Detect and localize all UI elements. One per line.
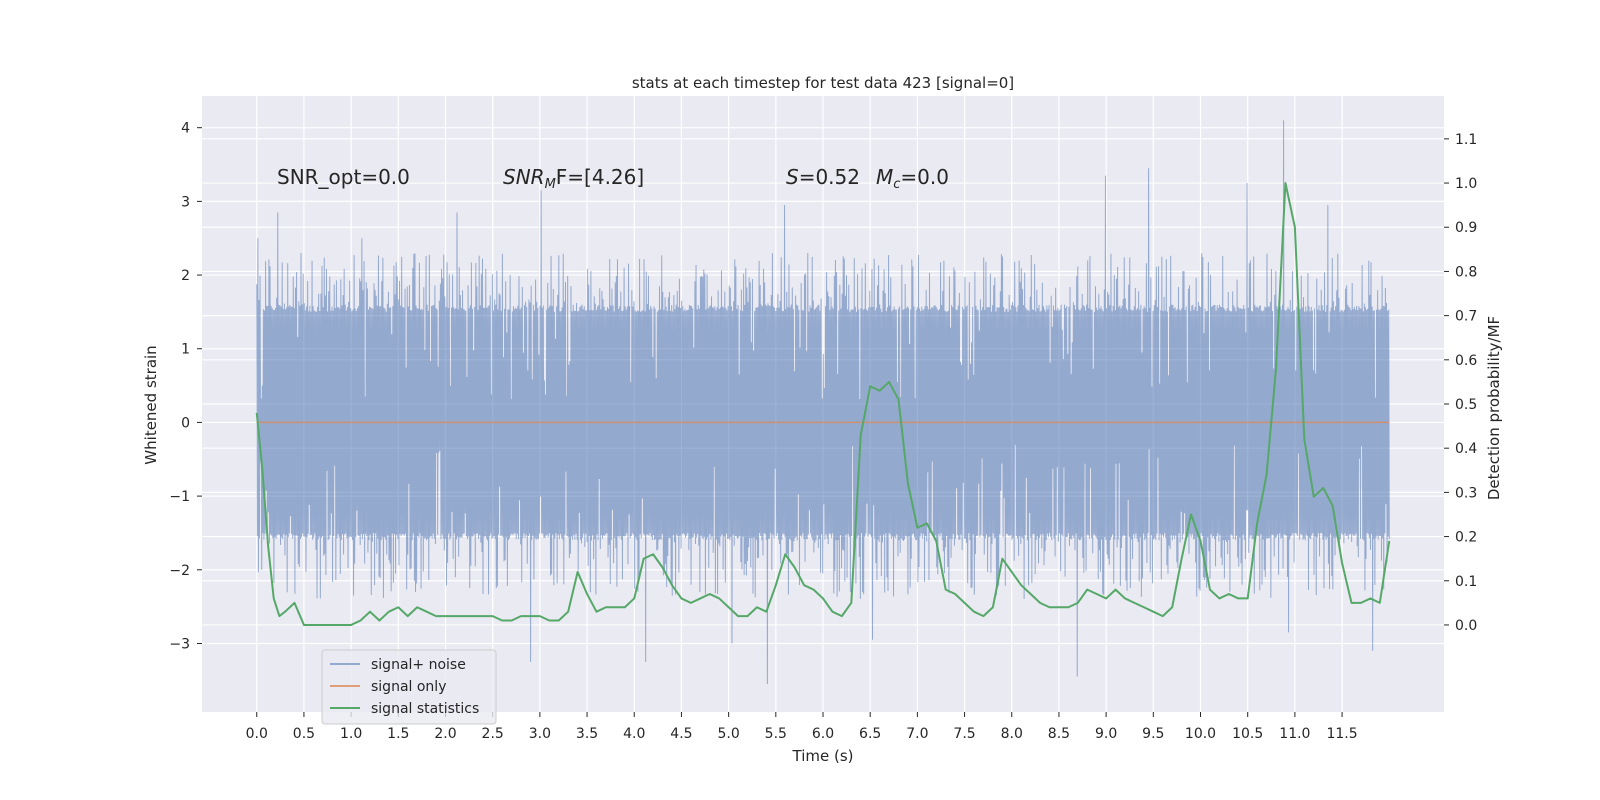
x-tick-label: 2.5 (482, 726, 504, 742)
y-left-tick-label: −1 (169, 489, 190, 505)
x-tick-label: 1.0 (340, 726, 362, 742)
x-tick-label: 3.0 (529, 726, 551, 742)
x-tick-label: 3.5 (576, 726, 598, 742)
y-right-tick-label: 1.1 (1455, 132, 1477, 148)
y-left-tick-label: −3 (169, 636, 190, 652)
snr-mf-annotation: SNRMF=[4.26] (503, 165, 644, 192)
y-left-tick-label: 3 (181, 194, 190, 210)
legend-box (321, 649, 497, 725)
x-tick-label: 6.0 (812, 726, 834, 742)
signal-statistics-line (255, 182, 1391, 626)
x-tick-label: 4.0 (623, 726, 645, 742)
noise-line (256, 120, 1390, 685)
x-tick-label: 6.5 (859, 726, 881, 742)
y-left-tick-label: 2 (181, 268, 190, 284)
noise-series (256, 120, 1390, 685)
y-left-tick-label: 4 (181, 121, 190, 137)
chart-title: stats at each timestep for test data 423… (632, 74, 1014, 92)
y-left-axis-label: Whitened strain (142, 345, 160, 464)
x-axis-label: Time (s) (792, 747, 854, 765)
x-tick-label: 8.5 (1048, 726, 1070, 742)
legend-label-noise: signal+ noise (371, 657, 466, 673)
x-tick-label: 5.5 (765, 726, 787, 742)
x-tick-label: 7.5 (953, 726, 975, 742)
x-tick-label: 10.5 (1232, 726, 1263, 742)
x-tick-label: 11.0 (1279, 726, 1310, 742)
y-right-tick-label: 0.4 (1455, 441, 1477, 457)
snr-mf-value: F=[4.26] (556, 165, 644, 189)
x-tick-label: 11.5 (1326, 726, 1357, 742)
x-tick-label: 10.0 (1185, 726, 1216, 742)
y-right-tick-label: 0.5 (1455, 397, 1477, 413)
legend-label-signal: signal only (371, 679, 446, 695)
x-tick-label: 8.0 (1001, 726, 1023, 742)
snr-mf-subscript: M (545, 177, 556, 192)
mc-value: =0.0 (900, 165, 949, 189)
mc-label: M (876, 165, 893, 189)
snr-opt-annotation: SNR_opt=0.0 (277, 165, 410, 189)
x-tick-label: 5.0 (717, 726, 739, 742)
x-tick-label: 2.0 (434, 726, 456, 742)
x-tick-label: 0.0 (246, 726, 268, 742)
y-right-axis-label: Detection probability/MF (1485, 316, 1503, 500)
y-right-tick-label: 0.8 (1455, 264, 1477, 280)
x-axis-ticks: 0.0 0.5 1.0 1.5 2.0 2.5 3.0 3.5 4.0 4.5 5.0 5.5 6.0 6… (246, 712, 1358, 742)
y-right-tick-label: 0.1 (1455, 574, 1477, 590)
y-right-tick-label: 0.2 (1455, 530, 1477, 546)
y-right-tick-label: 1.0 (1455, 176, 1477, 192)
x-tick-label: 4.5 (670, 726, 692, 742)
x-tick-label: 0.5 (293, 726, 315, 742)
y-right-tick-label: 0.9 (1455, 220, 1477, 236)
snr-mf-base: SNR (503, 165, 545, 189)
y-left-axis-ticks: −3 −2 −1 0 1 2 3 4 (169, 121, 202, 652)
y-right-tick-label: 0.3 (1455, 485, 1477, 501)
y-left-tick-label: 0 (181, 415, 190, 431)
s-value: =0.52 (799, 165, 860, 189)
y-left-tick-label: −2 (169, 563, 190, 579)
x-tick-label: 1.5 (387, 726, 409, 742)
s-label: S (786, 165, 799, 189)
y-right-tick-label: 0.7 (1455, 309, 1477, 325)
x-tick-label: 7.0 (906, 726, 928, 742)
y-left-tick-label: 1 (181, 342, 190, 358)
x-tick-label: 9.0 (1095, 726, 1117, 742)
legend: signal+ noise signal only signal statist… (321, 649, 497, 725)
s-mc-annotation: S=0.52 Mc=0.0 (786, 165, 949, 192)
legend-label-stats: signal statistics (371, 701, 479, 717)
x-tick-label: 9.5 (1142, 726, 1164, 742)
y-right-tick-label: 0.6 (1455, 353, 1477, 369)
y-right-axis-ticks: 0.0 0.1 0.2 0.3 0.4 0.5 0.6 0.7 0.8 0.9 1.0 1.1 (1444, 132, 1477, 634)
y-right-tick-label: 0.0 (1455, 618, 1477, 634)
mc-subscript: c (893, 177, 900, 192)
